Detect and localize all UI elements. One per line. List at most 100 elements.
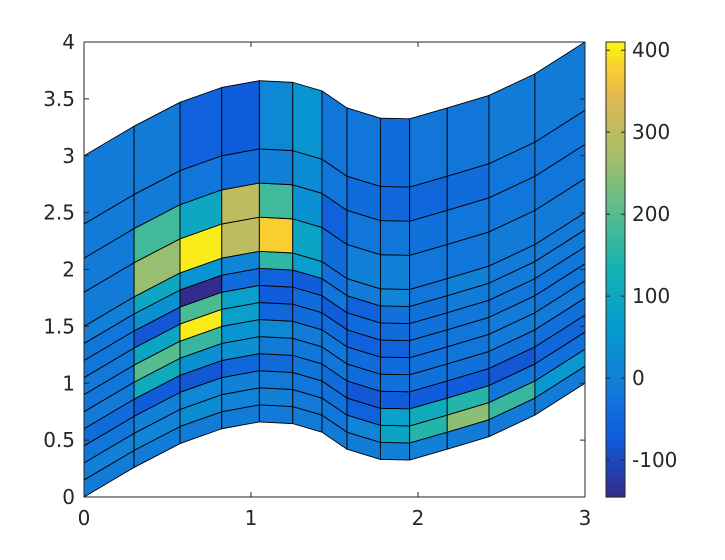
colorbar-segment bbox=[606, 461, 625, 470]
colorbar-segment bbox=[606, 369, 625, 377]
colorbar-segment bbox=[606, 241, 625, 249]
colorbar-segment bbox=[606, 283, 625, 292]
colorbar-segment bbox=[606, 475, 625, 484]
heatmap-cell bbox=[379, 441, 411, 461]
heatmap-cell bbox=[379, 322, 411, 342]
colorbar-segment bbox=[606, 84, 625, 93]
heatmap-cell bbox=[258, 387, 294, 408]
colorbar-segment bbox=[606, 226, 625, 235]
colorbar-tick-label: 100 bbox=[632, 284, 670, 308]
y-tick-label: 0 bbox=[62, 485, 75, 509]
colorbar-segment bbox=[606, 63, 625, 72]
y-tick-label: 3.5 bbox=[43, 87, 75, 111]
x-tick-label: 0 bbox=[78, 506, 91, 530]
colorbar-segment bbox=[606, 70, 625, 79]
colorbar-segment bbox=[606, 127, 625, 136]
colorbar-segment bbox=[606, 56, 625, 64]
colorbar-segment bbox=[606, 205, 625, 214]
heatmap-cell bbox=[258, 216, 294, 254]
colorbar-tick-label: 300 bbox=[632, 120, 670, 144]
colorbar-segment bbox=[606, 255, 625, 263]
heatmap-cell bbox=[379, 288, 411, 307]
heatmap-cell bbox=[379, 390, 411, 410]
heatmap-cell bbox=[379, 356, 411, 376]
colorbar-segment bbox=[606, 120, 625, 128]
colorbar-segment bbox=[606, 390, 625, 399]
colorbar-segment bbox=[606, 404, 625, 413]
colorbar-segment bbox=[606, 177, 625, 185]
heatmap-cell bbox=[379, 254, 411, 290]
y-tick-label: 0.5 bbox=[43, 428, 75, 452]
x-tick-label: 2 bbox=[412, 506, 425, 530]
heatmap-cell bbox=[179, 87, 223, 171]
colorbar-segment bbox=[606, 248, 625, 256]
colorbar-segment bbox=[606, 333, 625, 342]
colorbar-segment bbox=[606, 290, 625, 299]
colorbar-segment bbox=[606, 91, 625, 100]
colorbar-ticks: -100 0 100 200 300 400 bbox=[606, 38, 677, 472]
colorbar-segment bbox=[606, 305, 625, 313]
colorbar-segment bbox=[606, 489, 625, 498]
colorbar-segment bbox=[606, 383, 625, 391]
x-tick-label: 3 bbox=[579, 506, 592, 530]
heatmap-cell bbox=[379, 117, 411, 188]
colorbar-segment bbox=[606, 42, 625, 50]
colorbar-segment bbox=[606, 113, 625, 121]
heatmap-cell bbox=[258, 250, 294, 271]
heatmap-cell bbox=[409, 107, 448, 188]
y-tick-label: 1.5 bbox=[43, 314, 75, 338]
colorbar-segment bbox=[606, 198, 625, 207]
colorbar-segment bbox=[606, 105, 625, 114]
colorbar-segment bbox=[606, 425, 625, 434]
heatmap-cell bbox=[258, 302, 294, 322]
heatmap-cell bbox=[258, 319, 294, 339]
colorbar-segment bbox=[606, 440, 625, 448]
colorbar-segment bbox=[606, 454, 625, 463]
heatmap-cell bbox=[258, 80, 294, 152]
y-tick-label: 1 bbox=[62, 371, 75, 395]
colorbar-segment bbox=[606, 269, 625, 278]
heatmap-cell bbox=[258, 404, 294, 425]
heatmap-cell bbox=[258, 182, 294, 220]
heatmap-cell bbox=[258, 284, 294, 305]
heatmap-cell bbox=[258, 148, 294, 186]
colorbar-segment bbox=[606, 148, 625, 157]
colorbar-segment bbox=[606, 297, 625, 306]
heatmap-cell bbox=[346, 107, 381, 187]
heatmap-cell bbox=[379, 407, 411, 427]
heatmap-cell bbox=[258, 370, 294, 390]
heatmap-cell bbox=[379, 305, 411, 324]
colorbar-tick-label: -100 bbox=[632, 448, 677, 472]
colorbar-segment bbox=[606, 191, 625, 200]
colorbar-segment bbox=[606, 361, 625, 370]
colorbar-segment bbox=[606, 141, 625, 150]
colorbar-tick-label: 400 bbox=[632, 38, 670, 62]
colorbar-tick-label: 200 bbox=[632, 202, 670, 226]
colorbar-segment bbox=[606, 312, 625, 320]
colorbar-segment bbox=[606, 262, 625, 271]
heatmap-cell bbox=[379, 186, 411, 222]
colorbar-segment bbox=[606, 169, 625, 178]
colorbar-segment bbox=[606, 418, 625, 427]
x-tick-label: 1 bbox=[245, 506, 258, 530]
heatmap-cell bbox=[379, 339, 411, 359]
colorbar-segment bbox=[606, 347, 625, 356]
heatmap-cell bbox=[379, 424, 411, 444]
colorbar-segment bbox=[606, 340, 625, 349]
colorbar bbox=[605, 41, 626, 498]
colorbar-segment bbox=[606, 219, 625, 228]
x-axis-ticks: 0 1 2 3 bbox=[78, 42, 592, 530]
colorbar-segment bbox=[606, 354, 625, 363]
y-tick-label: 3 bbox=[62, 144, 75, 168]
colorbar-segment bbox=[606, 134, 625, 143]
colorbar-segment bbox=[606, 233, 625, 242]
y-tick-label: 4 bbox=[62, 30, 75, 54]
heatmap-cell bbox=[258, 353, 294, 373]
colorbar-segment bbox=[606, 319, 625, 327]
colorbar-segment bbox=[606, 376, 625, 384]
y-axis-ticks: 0 0.5 1 1.5 2 2.5 3 3.5 4 bbox=[43, 30, 585, 509]
colorbar-segment bbox=[606, 162, 625, 171]
colorbar-segment bbox=[606, 433, 625, 441]
colorbar-segment bbox=[606, 276, 625, 285]
